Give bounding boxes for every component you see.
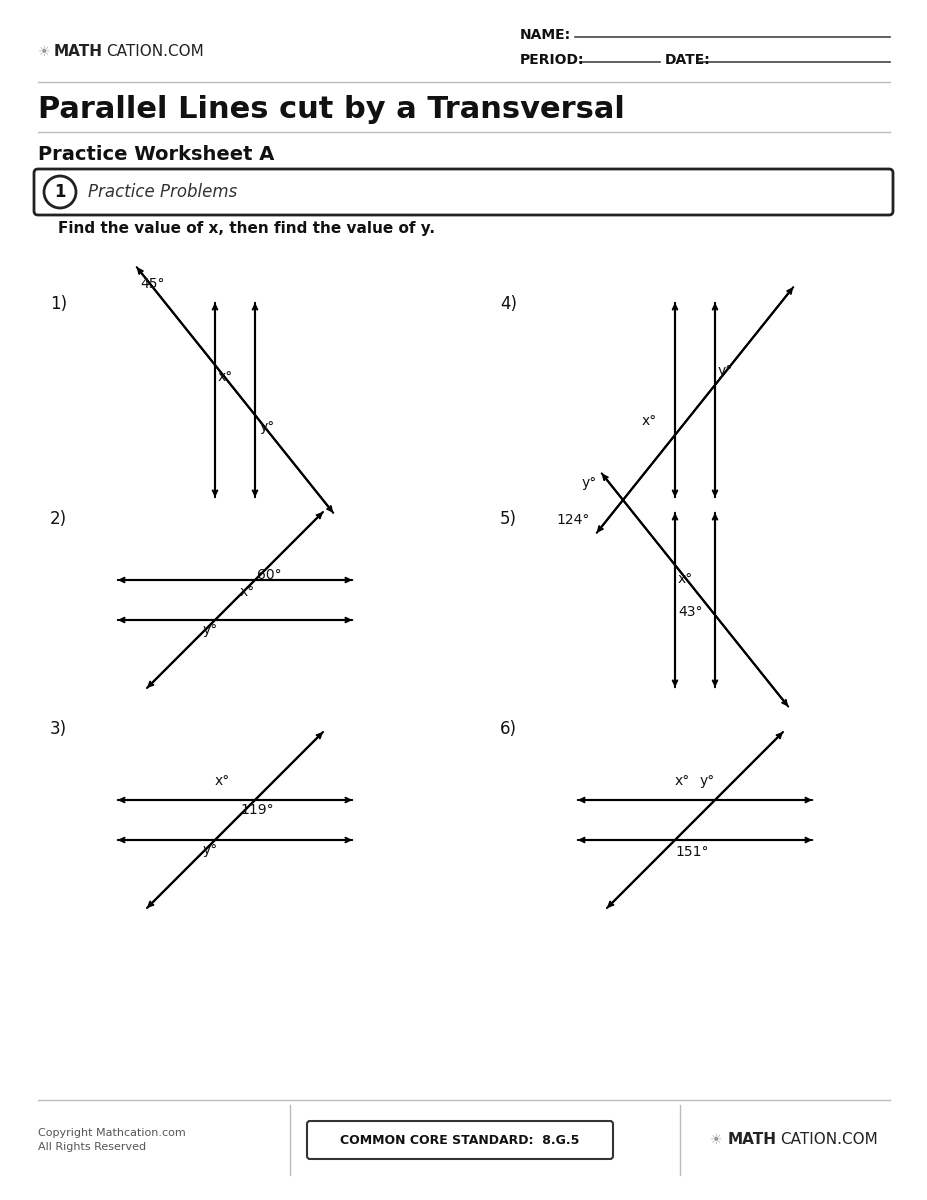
- Text: CATION.COM: CATION.COM: [780, 1133, 878, 1147]
- Text: DATE:: DATE:: [665, 53, 711, 67]
- Text: 1): 1): [50, 295, 67, 313]
- Text: x°: x°: [678, 572, 693, 586]
- Text: ☀: ☀: [710, 1133, 722, 1147]
- Text: x°: x°: [641, 414, 657, 428]
- Text: 5): 5): [500, 510, 517, 528]
- Text: 3): 3): [50, 720, 67, 738]
- Text: 1: 1: [55, 182, 66, 200]
- Text: x°: x°: [218, 370, 234, 384]
- Text: MATH: MATH: [54, 44, 103, 60]
- Text: ☀: ☀: [38, 44, 50, 59]
- Text: Parallel Lines cut by a Transversal: Parallel Lines cut by a Transversal: [38, 96, 625, 125]
- Text: 43°: 43°: [678, 605, 703, 619]
- Text: COMMON CORE STANDARD:  8.G.5: COMMON CORE STANDARD: 8.G.5: [340, 1134, 579, 1146]
- Text: 6): 6): [500, 720, 517, 738]
- Text: 4): 4): [500, 295, 517, 313]
- Text: y°: y°: [260, 420, 275, 434]
- Text: Practice Problems: Practice Problems: [88, 182, 237, 200]
- Text: Copyright Mathcation.com
All Rights Reserved: Copyright Mathcation.com All Rights Rese…: [38, 1128, 185, 1152]
- Text: x°: x°: [675, 774, 690, 788]
- FancyBboxPatch shape: [34, 169, 893, 215]
- Text: y°: y°: [718, 364, 733, 378]
- Text: y°: y°: [582, 476, 597, 491]
- Circle shape: [44, 176, 76, 208]
- Text: y°: y°: [700, 774, 716, 788]
- FancyBboxPatch shape: [307, 1121, 613, 1159]
- Text: y°: y°: [203, 842, 218, 857]
- Text: 45°: 45°: [140, 277, 164, 290]
- Text: 2): 2): [50, 510, 67, 528]
- Text: Find the value of x, then find the value of y.: Find the value of x, then find the value…: [58, 221, 435, 235]
- Text: Practice Worksheet A: Practice Worksheet A: [38, 145, 274, 164]
- Text: MATH: MATH: [728, 1133, 777, 1147]
- Text: 151°: 151°: [675, 845, 708, 859]
- Text: 124°: 124°: [556, 514, 590, 527]
- Text: x°: x°: [240, 584, 255, 599]
- Text: NAME:: NAME:: [520, 28, 571, 42]
- Text: x°: x°: [215, 774, 230, 788]
- Text: 60°: 60°: [257, 568, 282, 582]
- Text: CATION.COM: CATION.COM: [106, 44, 204, 60]
- Text: y°: y°: [203, 623, 218, 637]
- Text: 119°: 119°: [240, 803, 273, 817]
- Text: PERIOD:: PERIOD:: [520, 53, 585, 67]
